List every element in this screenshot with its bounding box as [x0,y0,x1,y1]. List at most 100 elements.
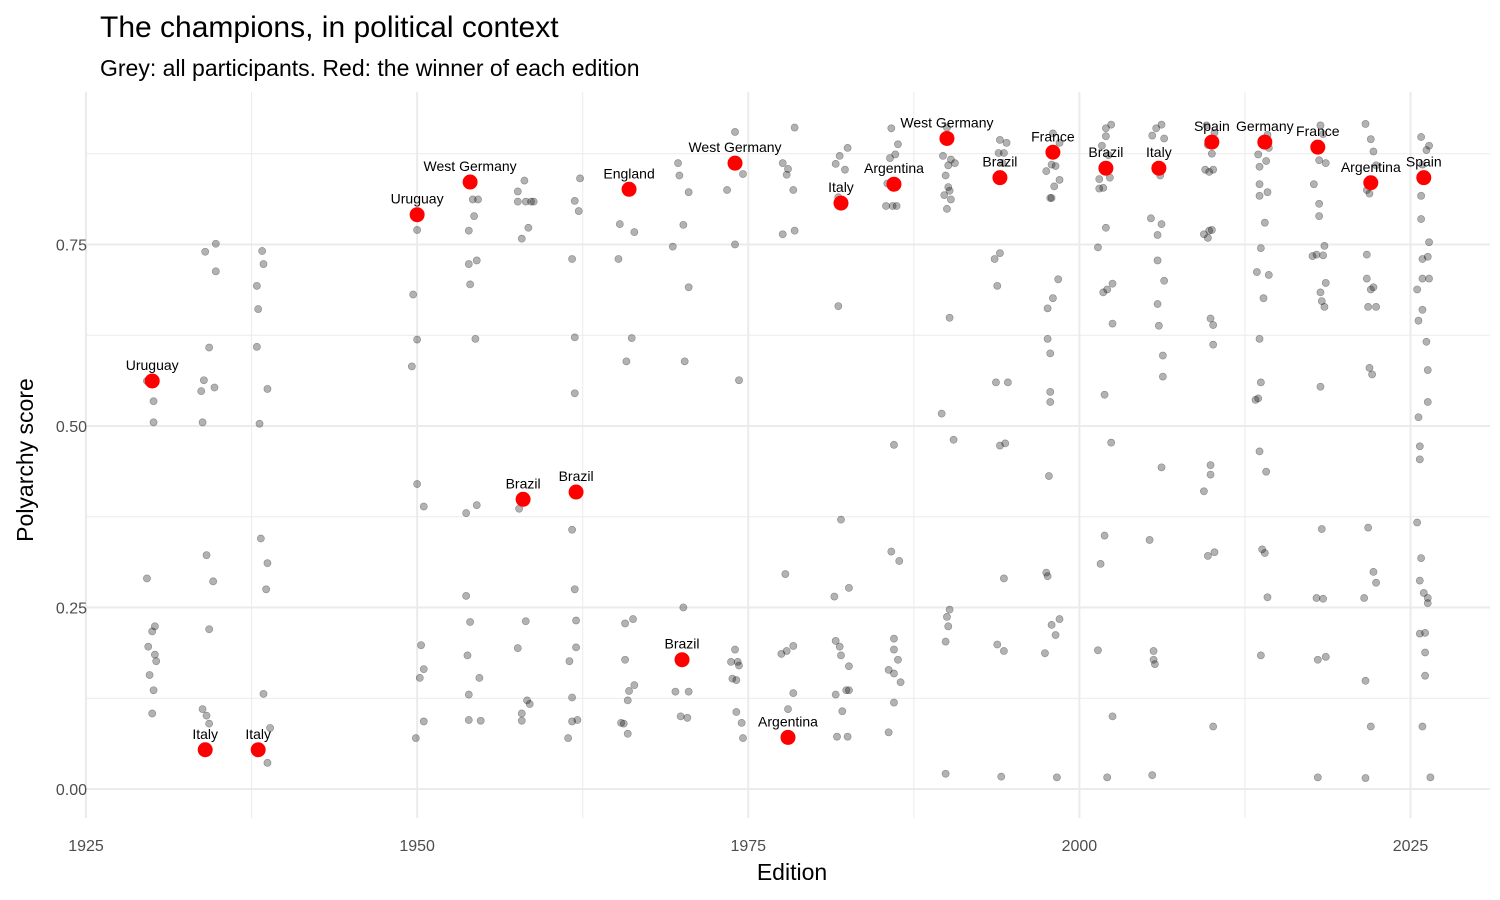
participant-point [838,707,847,716]
participant-point [1046,349,1055,358]
participant-point [574,207,583,215]
participant-point [1414,413,1423,422]
participant-point [1096,560,1105,568]
x-tick-label: 2000 [1062,838,1098,855]
participant-point [1251,395,1260,404]
participant-point [1418,255,1427,263]
participant-point [684,188,693,197]
axis-ticks: 1925 1950 1975 2000 2025 0.00 0.25 0.50 0.75 [56,237,1429,855]
participant-point [464,260,473,268]
participant-point [1421,671,1429,680]
winner-label: Argentina [758,713,818,729]
participant-point [576,174,584,183]
participant-point [1413,285,1422,294]
participant-point [1054,275,1063,284]
participant-point [1003,378,1012,387]
winner-label: England [603,165,654,181]
participant-point [1207,149,1216,158]
participant-point [617,718,626,727]
participant-point [886,154,894,162]
participant-point [1316,121,1325,130]
y-tick-label: 0.75 [56,237,87,254]
participant-point [623,696,632,705]
participant-point [1417,133,1426,141]
participant-point [887,124,896,133]
participant-point [417,641,426,650]
participant-point [739,734,747,743]
participant-point [890,634,898,643]
participant-point [1315,212,1324,221]
participant-point [619,719,628,728]
participant-point [259,689,268,698]
participant-point [572,616,580,625]
participant-point [1047,194,1056,202]
participant-point [1043,304,1052,313]
winner-label: Italy [192,726,218,742]
winner-label: France [1296,123,1340,139]
participant-point [947,155,955,164]
participant-point [887,547,896,556]
participant-point [1320,242,1329,250]
participant-point [732,708,741,716]
winner-label: Spain [1406,154,1442,170]
participant-point [1046,398,1055,406]
participant-point [1145,536,1154,544]
participant-point [1047,160,1056,169]
participant-point [943,612,951,621]
participant-point [1209,340,1218,349]
participant-point [1055,138,1064,147]
winner-point [409,207,425,223]
winner-label: Italy [245,726,271,742]
participant-point [845,686,853,695]
participant-point [144,642,153,651]
participant-point [996,136,1004,144]
participant-point [831,690,840,699]
participant-point [1415,629,1424,638]
participant-point [1361,774,1370,782]
participant-point [789,186,798,194]
participant-point [462,591,471,600]
participant-point [1419,589,1428,597]
participant-point [945,313,954,322]
winner-label: Argentina [1341,159,1401,175]
participant-point [1153,231,1162,239]
winner-point [780,729,796,745]
participant-point [845,583,853,592]
participant-point [990,255,999,263]
participant-point [728,674,737,683]
participant-point [254,305,263,313]
participant-point [513,197,522,206]
grid-lines [85,92,1490,818]
participant-point [1313,655,1322,664]
participant-point [263,385,272,393]
participant-point [1262,157,1271,165]
participant-point [1319,130,1328,139]
participant-point [475,673,484,682]
participant-point [1256,651,1265,660]
participant-point [517,234,526,243]
participant-point [468,195,477,204]
participant-point [1415,455,1424,464]
participant-point [419,665,428,674]
participant-point [471,334,480,343]
winner-point [1363,175,1379,191]
participant-point [1049,129,1057,138]
x-tick-label: 1975 [730,838,766,855]
winner-label: West Germany [688,139,781,155]
participant-point [834,302,843,311]
chart-title: The champions, in political context [100,11,559,44]
participant-point [1043,572,1052,581]
participant-point [1415,576,1424,585]
participant-point [262,585,271,594]
participant-point [1043,334,1052,343]
participant-point [784,165,792,173]
participant-point [789,642,798,650]
participant-point [945,605,954,614]
participant-point [943,204,951,213]
participant-point [888,202,897,210]
participant-point [1049,294,1057,303]
participant-point [513,644,522,653]
participant-point [1308,252,1317,260]
participant-point [679,603,688,612]
participant-point [1041,649,1049,658]
